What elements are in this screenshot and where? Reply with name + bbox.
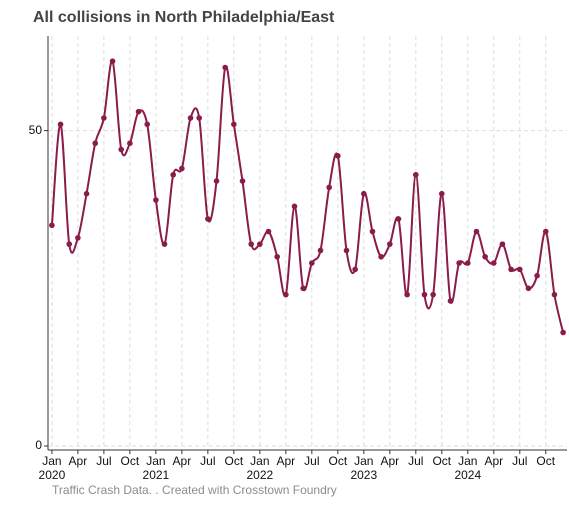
x-tick-label: Apr bbox=[173, 454, 192, 468]
x-tick-label: Oct bbox=[328, 454, 347, 468]
data-point bbox=[265, 228, 272, 235]
data-point bbox=[534, 272, 540, 279]
data-point bbox=[83, 190, 90, 197]
data-point bbox=[542, 228, 549, 235]
x-tick-label: Jan bbox=[250, 454, 269, 468]
data-point bbox=[508, 266, 514, 273]
data-point bbox=[196, 115, 202, 121]
data-point bbox=[170, 171, 177, 178]
data-point bbox=[179, 165, 185, 172]
data-point bbox=[387, 241, 393, 247]
data-point bbox=[239, 178, 246, 184]
x-tick-label: Jan bbox=[146, 454, 165, 468]
data-point bbox=[482, 253, 488, 260]
data-point bbox=[447, 298, 454, 304]
data-point bbox=[222, 64, 228, 71]
x-tick-label: Jan bbox=[42, 454, 61, 468]
data-point bbox=[560, 329, 566, 336]
x-tick-label: Jul bbox=[512, 454, 527, 468]
x-tick-label: Apr bbox=[380, 454, 399, 468]
data-point bbox=[335, 153, 341, 159]
data-point bbox=[274, 253, 280, 260]
x-year-label: 2021 bbox=[143, 468, 170, 482]
data-point bbox=[213, 178, 220, 184]
x-tick-label: Jan bbox=[458, 454, 477, 468]
data-point bbox=[525, 285, 532, 292]
x-tick-label: Jul bbox=[96, 454, 111, 468]
x-tick-label: Oct bbox=[225, 454, 244, 468]
data-point bbox=[369, 228, 376, 235]
data-point bbox=[404, 291, 410, 298]
x-tick-label: Jul bbox=[408, 454, 423, 468]
x-year-label: 2024 bbox=[454, 468, 481, 482]
x-year-label: 2022 bbox=[246, 468, 273, 482]
data-point bbox=[257, 241, 263, 247]
data-point bbox=[551, 291, 558, 298]
y-tick-label: 50 bbox=[29, 123, 43, 137]
x-tick-label: Apr bbox=[69, 454, 88, 468]
data-point bbox=[205, 216, 211, 222]
data-point bbox=[430, 291, 436, 298]
data-point bbox=[153, 197, 159, 203]
y-tick-label: 0 bbox=[35, 438, 42, 452]
data-point bbox=[378, 253, 384, 260]
data-point bbox=[231, 121, 237, 128]
data-point bbox=[49, 222, 55, 229]
data-point bbox=[161, 241, 168, 247]
series-line bbox=[50, 60, 565, 333]
data-point bbox=[516, 266, 523, 273]
data-point bbox=[75, 235, 81, 241]
data-point bbox=[248, 241, 254, 247]
footer: Traffic Crash Data. . Created with Cross… bbox=[52, 483, 337, 497]
x-tick-label: Oct bbox=[121, 454, 140, 468]
data-point bbox=[343, 247, 350, 254]
data-point bbox=[499, 241, 506, 247]
data-point bbox=[291, 203, 298, 210]
data-point bbox=[456, 260, 462, 266]
data-point bbox=[309, 260, 315, 266]
data-point bbox=[92, 140, 99, 147]
x-tick-label: Oct bbox=[536, 454, 555, 468]
data-point bbox=[317, 247, 324, 254]
x-tick-label: Jul bbox=[304, 454, 319, 468]
data-point bbox=[144, 121, 151, 128]
data-point bbox=[421, 291, 428, 298]
x-tick-label: Oct bbox=[432, 454, 451, 468]
data-point bbox=[438, 190, 445, 197]
data-point bbox=[118, 146, 125, 153]
data-point bbox=[395, 216, 402, 222]
data-point bbox=[352, 266, 358, 273]
x-tick-label: Jul bbox=[200, 454, 215, 468]
data-point bbox=[101, 115, 107, 121]
x-tick-label: Apr bbox=[484, 454, 503, 468]
data-point bbox=[283, 291, 289, 298]
data-point bbox=[109, 58, 116, 65]
data-point bbox=[66, 241, 73, 247]
data-point bbox=[187, 115, 194, 121]
data-point bbox=[300, 285, 306, 292]
data-point bbox=[361, 190, 367, 197]
x-tick-label: Apr bbox=[276, 454, 295, 468]
data-point bbox=[464, 260, 471, 266]
data-point bbox=[57, 121, 64, 128]
data-point bbox=[127, 140, 133, 147]
x-year-label: 2020 bbox=[39, 468, 66, 482]
data-point bbox=[326, 184, 332, 191]
x-year-label: 2023 bbox=[350, 468, 377, 482]
data-point bbox=[135, 108, 142, 115]
data-point bbox=[473, 228, 480, 235]
data-point bbox=[490, 260, 497, 266]
chart-title: All collisions in North Philadelphia/Eas… bbox=[33, 9, 335, 26]
data-point bbox=[413, 171, 419, 178]
x-tick-label: Jan bbox=[354, 454, 373, 468]
